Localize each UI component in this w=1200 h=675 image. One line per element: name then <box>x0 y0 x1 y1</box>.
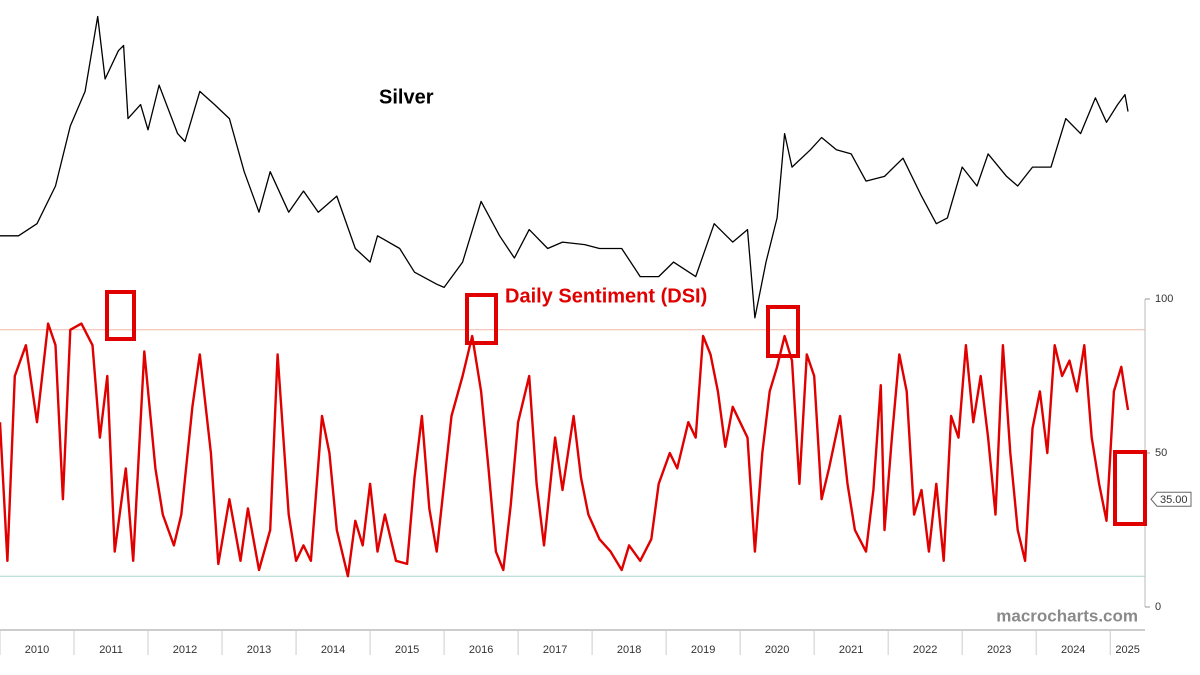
annotation-box <box>465 293 498 345</box>
x-tick-label: 2024 <box>1061 644 1085 656</box>
annotation-box <box>766 305 800 358</box>
annotation-boxes <box>105 290 1147 526</box>
x-tick-label: 2013 <box>247 644 271 656</box>
x-tick-label: 2023 <box>987 644 1011 656</box>
x-tick-label: 2020 <box>765 644 789 656</box>
plot: 0 50 100 35.00 2010 2011 2012 2013 2014 2015 2016 2… <box>0 15 1192 656</box>
x-tick-label: 2012 <box>173 644 197 656</box>
last-value-marker <box>1150 491 1192 507</box>
x-tick-label: 2022 <box>913 644 937 656</box>
x-tick-label: 2021 <box>839 644 863 656</box>
last-value-label: 35.00 <box>1160 494 1188 506</box>
x-tick-label: 2016 <box>469 644 493 656</box>
series-line <box>0 15 1129 319</box>
x-tick-label: 2010 <box>25 644 49 656</box>
x-tick-label: 2018 <box>617 644 641 656</box>
x-tick-label: 2025 <box>1115 644 1139 656</box>
x-tick-label: 2014 <box>321 644 345 656</box>
series-line <box>0 322 1130 578</box>
x-tick-label: 2017 <box>543 644 567 656</box>
y-tick-label: 0 <box>1155 601 1161 613</box>
annotation-box <box>105 290 136 341</box>
y-tick-label: 100 <box>1155 293 1173 305</box>
annotation-box <box>1113 450 1147 526</box>
y-tick-label: 50 <box>1155 447 1167 459</box>
x-tick-label: 2019 <box>691 644 715 656</box>
watermark: macrocharts.com <box>996 606 1138 625</box>
silver-title: Silver <box>379 86 434 108</box>
dsi-title: Daily Sentiment (DSI) <box>505 285 707 307</box>
x-tick-label: 2011 <box>99 644 123 656</box>
x-tick-label: 2015 <box>395 644 419 656</box>
